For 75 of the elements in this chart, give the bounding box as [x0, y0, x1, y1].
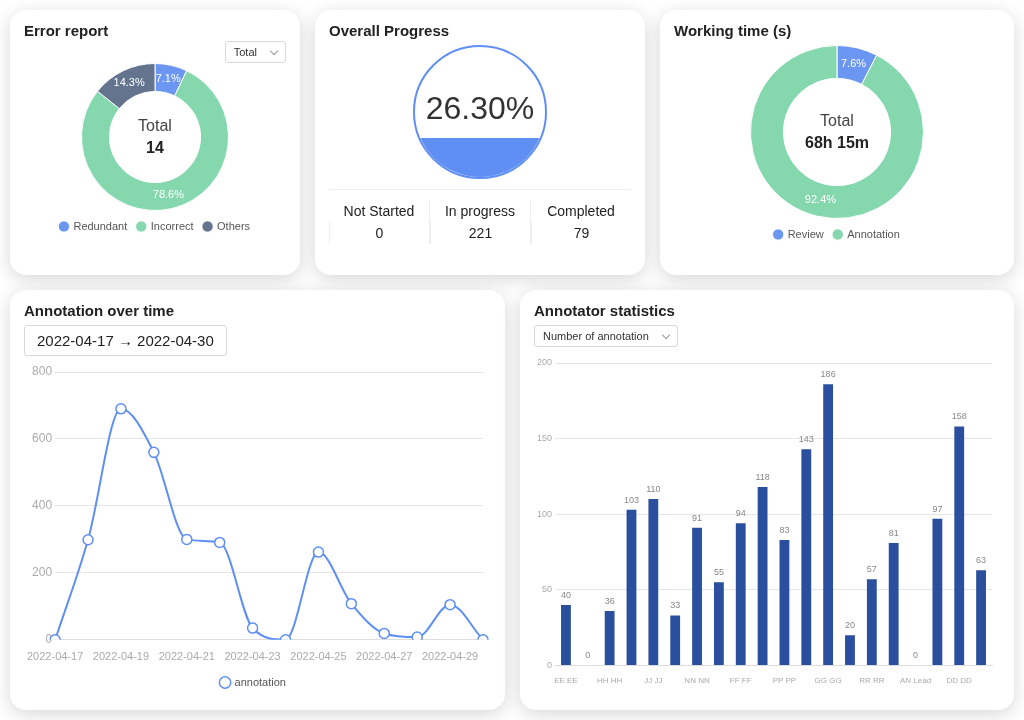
data-label: 186: [820, 369, 836, 380]
data-label: 57: [866, 564, 877, 575]
y-tick-label: 200: [32, 565, 53, 580]
y-tick-label: 50: [542, 584, 553, 595]
data-label: 0: [329, 222, 429, 244]
x-tick-label: PP PP: [772, 676, 797, 686]
data-label: 14.3%: [113, 76, 145, 89]
data-label: 97: [932, 503, 943, 514]
data-label: 7.1%: [155, 71, 181, 84]
text: Total: [820, 112, 854, 130]
data-label: 110: [646, 484, 661, 495]
x-tick-label: DD DD: [946, 676, 973, 686]
y-tick-label: 600: [32, 431, 53, 446]
chart-title: Working time (s): [674, 22, 793, 39]
y-tick-label: 400: [32, 498, 53, 513]
data-label: 81: [888, 527, 899, 538]
x-tick-label: NN NN: [684, 676, 710, 686]
data-label: 83: [779, 524, 790, 535]
x-tick-label: 2022-04-29: [421, 650, 479, 663]
y-tick-label: 800: [32, 364, 53, 379]
data-label: 40: [560, 589, 571, 600]
x-tick-label: RR RR: [859, 676, 885, 686]
legend-label: Annotation: [847, 227, 900, 240]
chart-title: Error report: [24, 22, 110, 39]
text: 26.30%: [424, 90, 536, 127]
data-label: 20: [844, 620, 855, 631]
x-tick-label: 2022-04-21: [158, 650, 215, 663]
data-label: 221: [430, 222, 530, 244]
data-label: 7.6%: [841, 56, 867, 69]
x-tick-label: JJ JJ: [644, 676, 663, 686]
text: Number of annotation: [543, 330, 649, 342]
legend-label: Incorrect: [150, 219, 194, 232]
x-tick-label: HH HH: [596, 676, 623, 686]
x-tick-label: 2022-04-23: [224, 650, 281, 663]
data-label: 92.4%: [804, 193, 837, 206]
text: Total: [233, 46, 257, 58]
text: Total: [138, 117, 172, 135]
category-label: Not Started: [342, 202, 416, 221]
data-label: 79: [531, 222, 631, 244]
text: 14: [146, 139, 164, 157]
data-label: 36: [604, 595, 615, 606]
y-tick-label: 150: [536, 433, 553, 444]
chart-title: Annotation over time: [24, 302, 175, 319]
x-tick-label: AN Lead: [899, 676, 932, 686]
data-label: 33: [670, 600, 681, 611]
x-tick-label: 2022-04-27: [356, 650, 413, 663]
text: 68h 15m: [804, 134, 870, 152]
data-label: 118: [755, 471, 770, 482]
legend-label: Review: [787, 227, 824, 240]
legend-label: annotation: [234, 675, 286, 688]
data-label: 78.6%: [152, 188, 185, 201]
x-tick-label: GG GG: [814, 676, 842, 686]
data-label: 0: [913, 650, 919, 661]
data-label: 94: [735, 508, 746, 519]
text: 2022-04-17 → 2022-04-30: [24, 325, 227, 356]
x-tick-label: EE EE: [554, 676, 578, 686]
legend-label: Redundant: [73, 219, 128, 232]
chart-title: Annotator statistics: [534, 302, 676, 319]
data-label: 0: [585, 650, 591, 661]
data-label: 63: [976, 555, 987, 566]
data-label: 143: [798, 434, 814, 445]
x-tick-label: 2022-04-25: [290, 650, 347, 663]
x-tick-label: 2022-04-17: [26, 650, 84, 663]
data-label: 158: [951, 411, 967, 422]
data-label: 103: [623, 494, 639, 505]
y-tick-label: 200: [536, 357, 553, 368]
category-label: In progress: [443, 202, 516, 221]
category-label: Completed: [546, 202, 616, 221]
x-tick-label: 2022-04-19: [92, 650, 150, 663]
text: Overall Progress: [329, 22, 451, 39]
y-tick-label: 100: [536, 508, 553, 519]
legend-label: Others: [217, 219, 251, 232]
data-label: 55: [713, 567, 724, 578]
data-label: 91: [692, 512, 703, 523]
y-tick-label: 0: [547, 659, 553, 670]
